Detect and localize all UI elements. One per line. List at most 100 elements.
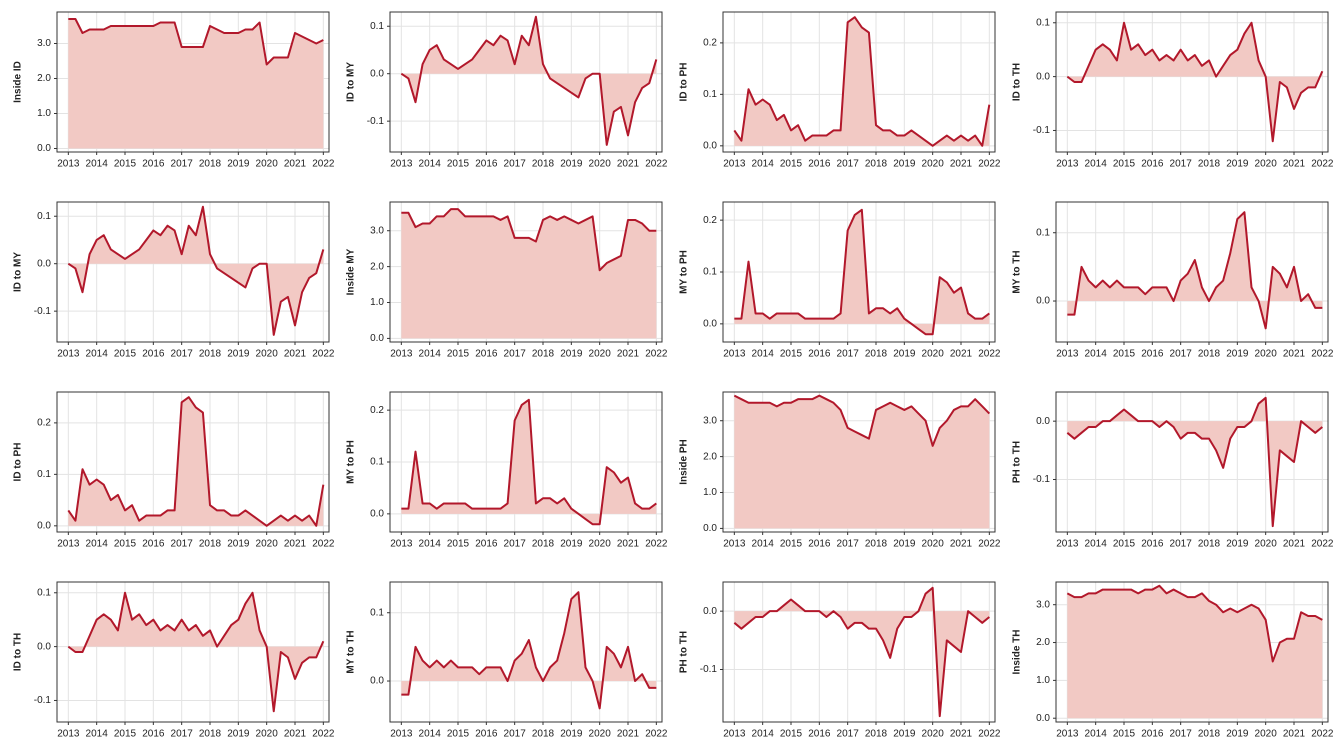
- area-fill: [68, 206, 324, 335]
- x-tick-label: 2021: [617, 729, 640, 740]
- x-tick-label: 2016: [808, 539, 831, 550]
- x-tick-label: 2016: [475, 349, 498, 360]
- x-tick-label: 2014: [752, 539, 775, 550]
- x-tick-label: 2019: [893, 159, 916, 170]
- x-tick-label: 2015: [780, 729, 803, 740]
- x-tick-label: 2015: [1113, 159, 1136, 170]
- panel: 2013 2014 2015 2016 2017 2018 2019 2020 2021 2022…: [679, 201, 1001, 360]
- y-tick-label: 2.0: [703, 451, 717, 462]
- x-tick-label: 2016: [1141, 159, 1164, 170]
- y-axis-label: Inside TH: [1012, 629, 1023, 674]
- x-tick-label: 2016: [142, 729, 165, 740]
- x-tick-label: 2015: [780, 539, 803, 550]
- line: [67, 591, 325, 713]
- x-tick-label: 2013: [390, 539, 413, 550]
- x-tick-label: 2015: [1113, 539, 1136, 550]
- y-axis-label: PH to TH: [679, 631, 690, 673]
- plot-border: [1055, 201, 1329, 343]
- x-tick-label: 2017: [171, 349, 194, 360]
- y-tick-label: 0.2: [37, 418, 51, 429]
- y-tick-label: 0.2: [703, 215, 717, 226]
- x-tick-label: 2014: [419, 729, 442, 740]
- x-tick-label: 2014: [1085, 539, 1108, 550]
- x-tick-label: 2013: [390, 729, 413, 740]
- y-tick-label: 0.0: [1036, 713, 1050, 724]
- x-tick-label: 2022: [312, 729, 335, 740]
- x-tick-label: 2013: [57, 349, 80, 360]
- line: [734, 208, 990, 336]
- x-tick-label: 2018: [199, 159, 222, 170]
- x-tick-label: 2018: [532, 729, 555, 740]
- x-tick-label: 2017: [504, 729, 527, 740]
- line: [1066, 584, 1323, 663]
- x-tick-label: 2017: [837, 539, 860, 550]
- y-tick-label: 0.0: [703, 606, 717, 617]
- x-tick-label: 2020: [589, 159, 612, 170]
- line: [401, 398, 657, 526]
- x-tick-label: 2022: [978, 729, 1001, 740]
- plot-border: [56, 201, 330, 343]
- area-fill: [734, 209, 990, 335]
- line: [1066, 396, 1323, 528]
- x-tick-label: 2014: [419, 349, 442, 360]
- area-fill: [68, 19, 324, 149]
- x-tick-label: 2020: [922, 159, 945, 170]
- x-tick-label: 2019: [227, 349, 250, 360]
- x-tick-label: 2017: [504, 159, 527, 170]
- x-tick-label: 2013: [1056, 539, 1079, 550]
- area-fill: [734, 395, 990, 529]
- y-tick-label: 3.0: [703, 415, 717, 426]
- x-tick-label: 2016: [475, 539, 498, 550]
- x-tick-label: 2016: [142, 159, 165, 170]
- x-tick-label: 2014: [1085, 349, 1108, 360]
- x-tick-label: 2018: [199, 539, 222, 550]
- y-tick-label: 3.0: [370, 225, 384, 236]
- x-tick-label: 2016: [475, 729, 498, 740]
- x-tick-label: 2014: [752, 349, 775, 360]
- panel: 2013 2014 2015 2016 2017 2018 2019 2020 2021 2022…: [1012, 201, 1333, 360]
- x-tick-label: 2022: [1311, 159, 1333, 170]
- x-tick-label: 2016: [808, 729, 831, 740]
- x-tick-label: 2020: [922, 349, 945, 360]
- x-tick-label: 2022: [1311, 349, 1333, 360]
- y-tick-label: 0.0: [370, 68, 384, 79]
- panel: 2013 2014 2015 2016 2017 2018 2019 2020 2021 2022…: [346, 11, 668, 170]
- x-tick-label: 2018: [532, 349, 555, 360]
- line: [1067, 211, 1323, 330]
- x-tick-label: 2016: [1141, 539, 1164, 550]
- x-tick-label: 2016: [142, 349, 165, 360]
- x-tick-label: 2018: [865, 539, 888, 550]
- y-tick-label: 1.0: [1036, 675, 1050, 686]
- x-tick-label: 2013: [1056, 159, 1079, 170]
- plot-border: [56, 391, 330, 533]
- x-tick-label: 2022: [312, 349, 335, 360]
- area-fill: [401, 209, 657, 339]
- x-tick-label: 2019: [560, 349, 583, 360]
- x-tick-label: 2019: [1226, 539, 1249, 550]
- line: [67, 205, 325, 336]
- y-axis-label: ID to MY: [13, 252, 24, 292]
- x-tick-label: 2015: [447, 349, 470, 360]
- x-tick-label: 2022: [978, 159, 1001, 170]
- plot-border: [722, 581, 996, 723]
- y-tick-label: 0.1: [1036, 17, 1050, 28]
- x-tick-label: 2014: [419, 159, 442, 170]
- y-tick-label: 0.0: [703, 523, 717, 534]
- x-tick-label: 2016: [808, 159, 831, 170]
- y-tick-label: 0.0: [703, 140, 717, 151]
- x-tick-label: 2016: [808, 349, 831, 360]
- panel: 2013 2014 2015 2016 2017 2018 2019 2020 2021 2022…: [1012, 581, 1333, 740]
- x-tick-label: 2015: [447, 729, 470, 740]
- y-tick-label: 1.0: [703, 487, 717, 498]
- plot-border: [722, 11, 996, 153]
- y-tick-label: 1.0: [37, 108, 51, 119]
- y-tick-label: -0.1: [34, 306, 52, 317]
- plot-border: [1055, 581, 1329, 723]
- x-tick-label: 2021: [1283, 539, 1306, 550]
- y-tick-label: -0.1: [367, 116, 385, 127]
- x-tick-label: 2017: [1170, 349, 1193, 360]
- x-tick-label: 2021: [617, 159, 640, 170]
- y-tick-label: 0.1: [1036, 227, 1050, 238]
- x-tick-label: 2021: [284, 349, 307, 360]
- x-tick-label: 2022: [645, 159, 668, 170]
